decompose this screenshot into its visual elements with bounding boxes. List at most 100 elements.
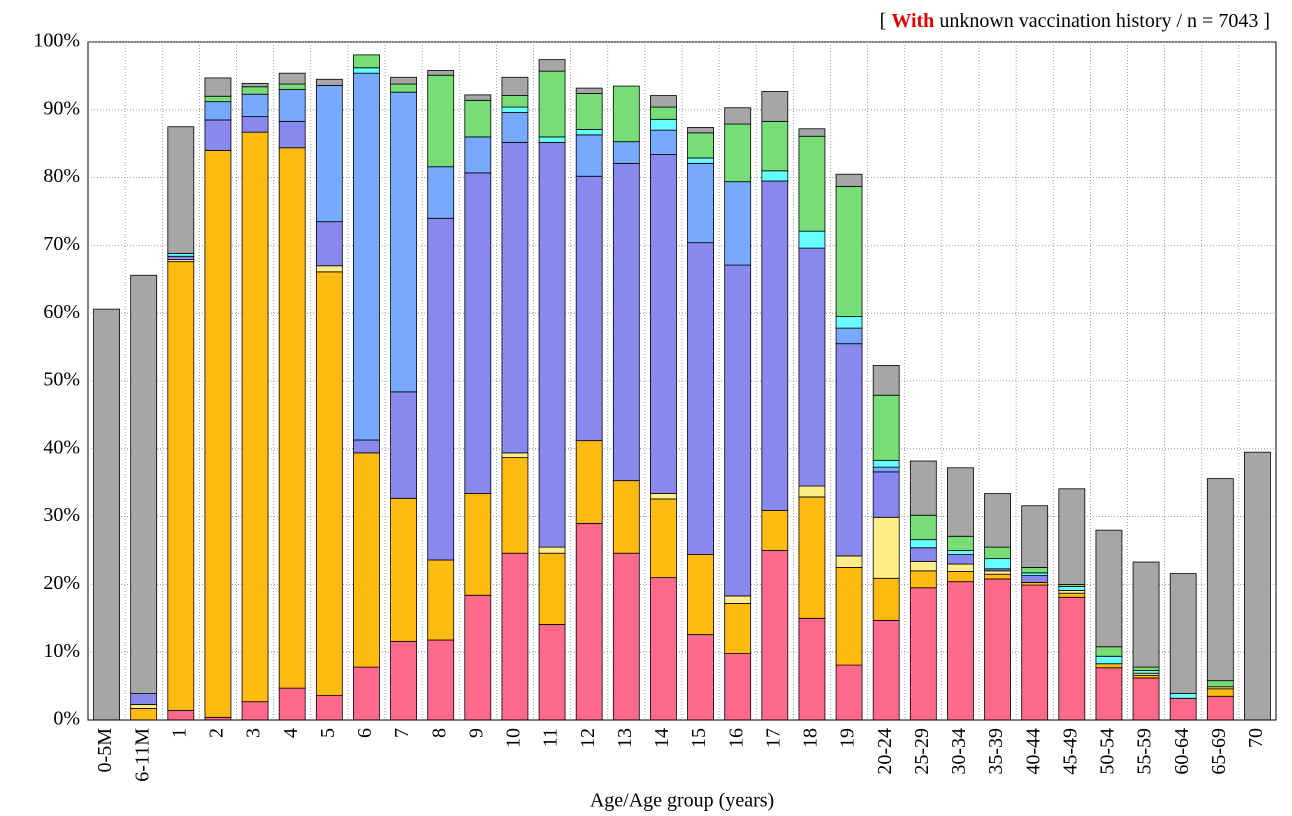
bar-segment xyxy=(835,186,863,317)
bar-segment xyxy=(427,166,455,219)
x-tick-label: 45-49 xyxy=(1059,728,1081,775)
x-tick-label: 5 xyxy=(317,728,339,738)
bar-segment xyxy=(1021,584,1049,721)
bar-segment xyxy=(1132,561,1160,668)
bar-segment xyxy=(390,391,417,499)
bar-segment xyxy=(947,581,974,721)
x-tick-label: 65-69 xyxy=(1208,728,1230,775)
bar-segment xyxy=(1132,666,1160,671)
bar-segment xyxy=(538,141,566,548)
bar-segment xyxy=(1132,674,1160,679)
x-tick-label: 10 xyxy=(503,728,525,748)
bar-segment xyxy=(501,552,529,721)
bar-segment xyxy=(501,76,529,96)
bar-segment xyxy=(798,617,826,721)
bar-segment xyxy=(650,498,677,579)
bar-segment xyxy=(167,253,195,257)
bar-segment xyxy=(761,510,789,551)
bar-segment xyxy=(278,147,306,689)
bar-segment xyxy=(1021,575,1049,583)
bar-segment xyxy=(724,653,752,721)
bar-segment xyxy=(130,708,158,721)
bar-segment xyxy=(538,624,566,721)
bar-segment xyxy=(984,573,1011,580)
bar-segment xyxy=(612,85,640,143)
bar-segment xyxy=(612,552,640,721)
bar-segment xyxy=(650,95,677,108)
bar-segment xyxy=(724,264,752,597)
bar-segment xyxy=(501,112,529,143)
bar-segment xyxy=(1095,667,1123,721)
bar-segment xyxy=(984,570,1011,575)
bar-segment xyxy=(278,72,306,85)
bar-segment xyxy=(872,466,900,473)
x-tick-label: 4 xyxy=(280,728,302,738)
bar-segment xyxy=(947,535,974,551)
bar-segment xyxy=(501,106,529,113)
bar-segment xyxy=(167,126,195,254)
bar-segment xyxy=(538,70,566,138)
x-tick-label: 1 xyxy=(168,728,190,738)
bar-segment xyxy=(353,439,380,454)
bar-segment xyxy=(1206,688,1234,697)
bar-segment xyxy=(390,640,417,721)
bar-segment xyxy=(1169,697,1197,721)
bar-segment xyxy=(204,119,232,151)
bar-segment xyxy=(501,95,529,108)
bar-segment xyxy=(464,94,492,101)
x-axis-label: Age/Age group (years) xyxy=(590,790,774,812)
bar-segment xyxy=(872,516,900,579)
y-tick-label: 80% xyxy=(43,165,80,187)
bar-segment xyxy=(241,82,269,88)
bar-segment xyxy=(538,136,566,143)
x-tick-label: 12 xyxy=(577,728,599,748)
x-tick-label: 35-39 xyxy=(985,728,1007,775)
bar-segment xyxy=(315,265,343,273)
bar-segment xyxy=(872,365,900,396)
bar-segment xyxy=(650,118,677,131)
bar-segment xyxy=(464,136,492,174)
bar-segment xyxy=(1132,670,1160,674)
x-tick-label: 50-54 xyxy=(1097,728,1119,775)
bar-segment xyxy=(909,514,937,541)
bar-segment xyxy=(835,555,863,568)
x-tick-label: 13 xyxy=(614,728,636,748)
bar-segment xyxy=(501,141,529,454)
bar-segment xyxy=(464,594,492,721)
y-tick-label: 10% xyxy=(43,640,80,662)
bar-segment xyxy=(650,577,677,721)
bar-segment xyxy=(1095,655,1123,665)
y-tick-label: 60% xyxy=(43,301,80,323)
title-highlight: With xyxy=(891,10,934,32)
bar-segment xyxy=(204,77,232,97)
x-tick-label: 60-64 xyxy=(1171,728,1193,775)
bar-segment xyxy=(1095,663,1123,669)
bar-segment xyxy=(427,559,455,641)
bar-segment xyxy=(835,343,863,557)
x-tick-label: 7 xyxy=(391,728,413,738)
bar-segment xyxy=(835,316,863,329)
bar-segment xyxy=(464,172,492,494)
bar-segment xyxy=(315,78,343,86)
bar-segment xyxy=(724,107,752,125)
bar-segment xyxy=(315,84,343,223)
bar-segment xyxy=(427,70,455,76)
x-tick-label: 6-11M xyxy=(131,728,153,782)
bar-segment xyxy=(724,602,752,654)
x-tick-label: 20-24 xyxy=(874,728,896,775)
bar-segment xyxy=(909,539,937,549)
y-tick-label: 0% xyxy=(53,708,80,730)
x-tick-label: 0-5M xyxy=(94,728,116,773)
bar-segment xyxy=(167,261,195,711)
bar-segment xyxy=(687,127,714,134)
bar-segment xyxy=(798,128,826,137)
bar-segment xyxy=(130,693,158,705)
bar-segment xyxy=(872,577,900,621)
bar-segment xyxy=(353,72,380,441)
x-tick-label: 70 xyxy=(1245,728,1267,748)
title-rest: unknown vaccination history / n = 7043 ] xyxy=(939,10,1270,32)
bar-segment xyxy=(1021,567,1049,574)
bar-segment xyxy=(984,558,1011,570)
bar-segment xyxy=(575,129,603,136)
